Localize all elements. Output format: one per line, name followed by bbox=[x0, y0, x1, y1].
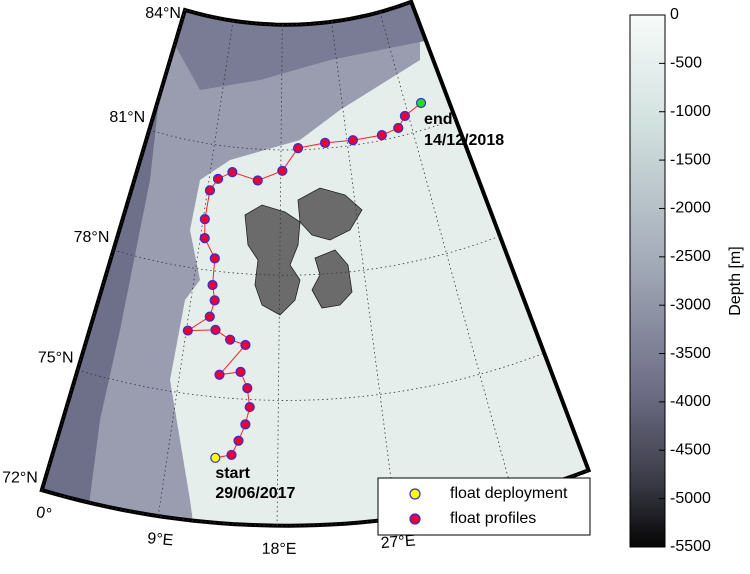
profile-point bbox=[199, 214, 210, 225]
profile-point bbox=[227, 167, 238, 178]
colorbar-tick-label: -2000 bbox=[670, 200, 711, 217]
colorbar-tick-label: -1000 bbox=[670, 103, 711, 120]
nordaustlandet bbox=[297, 187, 363, 241]
parallel-line bbox=[77, 352, 545, 401]
latitude-label: 84°N bbox=[145, 5, 181, 22]
colorbar-tick-label: -4500 bbox=[670, 441, 711, 458]
profile-point bbox=[277, 165, 288, 176]
deployment-point bbox=[210, 452, 221, 463]
profile-point bbox=[319, 137, 331, 149]
profile-point bbox=[226, 449, 237, 461]
legend-label: float profiles bbox=[450, 510, 536, 527]
profile-point bbox=[242, 383, 253, 394]
longitude-label: 27°E bbox=[380, 532, 416, 552]
float-track bbox=[182, 97, 427, 463]
profile-point bbox=[212, 173, 224, 184]
colorbar-tick-label: 0 bbox=[670, 6, 679, 23]
profile-point bbox=[244, 401, 255, 413]
latitude-label: 75°N bbox=[38, 349, 74, 366]
profile-point bbox=[292, 143, 304, 154]
end-date: 14/12/2018 bbox=[424, 132, 504, 149]
latitude-label: 78°N bbox=[74, 229, 110, 246]
colorbar-tick-label: -2500 bbox=[670, 248, 711, 265]
profile-point bbox=[393, 122, 404, 134]
profile-point bbox=[209, 295, 220, 306]
colorbar-tick-label: -3500 bbox=[670, 345, 711, 362]
profile-point bbox=[214, 369, 225, 380]
deep-ocean bbox=[41, 1, 420, 526]
profile-point bbox=[233, 435, 244, 446]
legend: float deployment float profiles bbox=[377, 477, 591, 536]
profile-point bbox=[415, 97, 427, 109]
spitsbergen bbox=[244, 204, 301, 316]
start-label: start bbox=[215, 465, 250, 482]
latitude-label: 72°N bbox=[2, 469, 38, 486]
colorbar-tick-label: -500 bbox=[670, 55, 702, 72]
profile-point bbox=[240, 339, 251, 351]
colorbar-tick-label: -5000 bbox=[670, 490, 711, 507]
legend-box bbox=[377, 477, 591, 536]
colorbar-tick-label: -3000 bbox=[670, 296, 711, 313]
profile-point bbox=[235, 366, 246, 377]
profile-point bbox=[204, 311, 215, 322]
profile-point bbox=[240, 419, 251, 430]
colorbar-tick-label: -1500 bbox=[670, 151, 711, 168]
legend-marker bbox=[409, 513, 421, 525]
colorbar-scale bbox=[629, 14, 666, 548]
colorbar-tick-label: -5500 bbox=[670, 538, 711, 555]
end-label: end bbox=[424, 111, 452, 128]
profile-point bbox=[182, 325, 193, 336]
profile-point bbox=[199, 232, 210, 244]
profile-point bbox=[347, 135, 358, 146]
profile-point bbox=[207, 279, 218, 291]
profile-point bbox=[376, 130, 387, 141]
edgeoya bbox=[311, 249, 353, 309]
legend-marker bbox=[409, 488, 421, 500]
profile-point bbox=[399, 110, 410, 122]
legend-label: float deployment bbox=[450, 485, 568, 502]
latitude-label: 81°N bbox=[109, 109, 145, 126]
longitude-label: 18°E bbox=[262, 541, 297, 558]
profile-point bbox=[225, 334, 236, 345]
profile-point bbox=[209, 253, 220, 264]
colorbar-label: Depth [m] bbox=[727, 246, 744, 315]
profile-point bbox=[210, 324, 221, 335]
colorbar-tick-label: -4000 bbox=[670, 393, 711, 410]
colorbar: Depth [m] 0 -500 -1000 -1500 -2000 -2500 -3000… bbox=[629, 6, 744, 555]
profile-point bbox=[252, 175, 263, 186]
arctic-basin bbox=[150, 1, 430, 90]
profile-point bbox=[204, 185, 216, 196]
longitude-label: 0° bbox=[35, 504, 53, 523]
longitude-label: 9°E bbox=[147, 530, 174, 549]
start-date: 29/06/2017 bbox=[215, 485, 295, 502]
